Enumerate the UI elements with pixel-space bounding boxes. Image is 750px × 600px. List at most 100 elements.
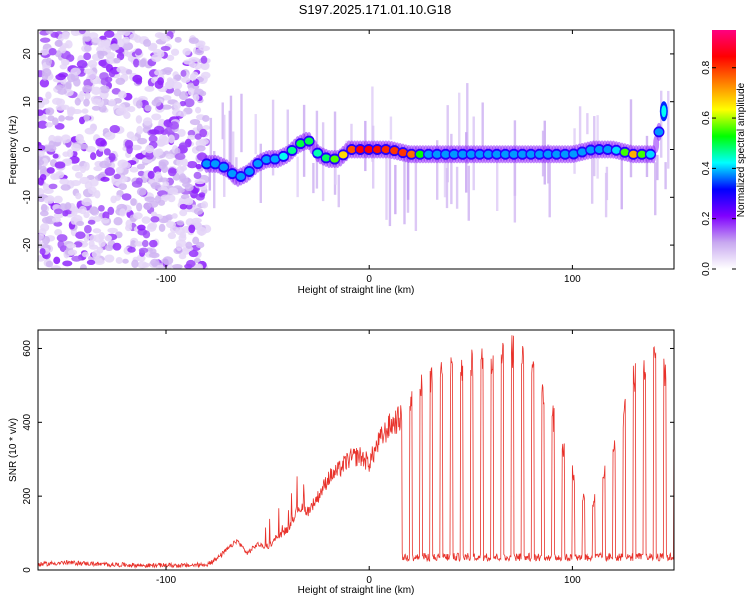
spectrogram-ridge-core [552, 150, 561, 158]
spectrogram-noise-cell [193, 63, 203, 70]
spectrogram-noise-cell [64, 115, 74, 121]
spectrogram-noise-cell [107, 227, 118, 234]
spectrogram-noise-cell [145, 145, 155, 154]
spectrogram-noise-cell [74, 97, 81, 106]
spectrogram-ridge-core [321, 154, 331, 162]
spectrogram-noise-cell [67, 73, 76, 83]
spectrogram-noise-cell [172, 81, 183, 90]
spectrogram-noise-cell [185, 259, 196, 268]
spectrogram-noise-cell [67, 109, 74, 117]
spectrogram-noise-cell [81, 44, 92, 53]
spectrogram-noise-cell [161, 104, 172, 110]
spectrogram-noise-cell [160, 45, 171, 52]
spectrogram-noise-cell [71, 109, 83, 115]
spectrogram-noise-cell [53, 208, 63, 215]
spectrogram-noise-cell [147, 222, 158, 230]
spectrogram-noise-cell [86, 259, 96, 266]
spectrogram-noise-cell [154, 171, 162, 179]
spectrogram-noise-cell [130, 239, 137, 249]
spectrogram-noise-cell [64, 202, 72, 210]
spectrogram-streak [209, 117, 213, 165]
spectrogram-noise-cell [52, 97, 63, 105]
snr-x-tick-label: 100 [564, 575, 581, 586]
spectrogram-ridge-core [467, 150, 476, 158]
spectrogram-noise-cell [48, 183, 58, 190]
spectrogram-streak [385, 143, 388, 220]
spectrogram-y-tick-label: -10 [22, 190, 33, 205]
spectrogram-noise-cell [135, 100, 143, 109]
spectrogram-noise-cell [122, 30, 131, 37]
spectrogram-noise-cell [125, 69, 133, 75]
spectrogram-noise-cell [195, 106, 202, 114]
spectrogram-noise-cell [60, 134, 72, 144]
spectrogram-noise-cell [156, 264, 164, 269]
spectrogram-noise-cell [161, 164, 168, 173]
spectrogram-noise-cell [144, 196, 156, 203]
spectrogram-noise-cell [180, 70, 187, 77]
spectrogram-streak [254, 114, 257, 155]
spectrogram-noise-cell [62, 151, 70, 158]
spectrogram-noise-cell [131, 259, 139, 269]
figure-title: S197.2025.171.01.10.G18 [299, 2, 452, 17]
spectrogram-noise-cell [174, 36, 182, 43]
spectrogram-streak [660, 90, 663, 158]
spectrogram-noise-cell [38, 109, 44, 116]
spectrogram-noise-cell [130, 136, 139, 142]
spectrogram-noise-cell [108, 152, 116, 162]
spectrogram-noise-cell [97, 39, 106, 48]
spectrogram-streak [450, 133, 453, 205]
spectrogram-noise-cell [115, 256, 123, 264]
spectrogram-ridge-core [202, 160, 211, 168]
spectrogram-streak [229, 95, 233, 180]
spectrogram-noise-cell [138, 247, 149, 254]
spectrogram-noise-cell [174, 152, 186, 161]
spectrogram-streak [590, 143, 594, 204]
spectrogram-ridge-core [347, 145, 356, 154]
spectrogram-streak [337, 174, 340, 208]
spectrogram-streak [458, 92, 461, 160]
spectrogram-ridge-core [338, 151, 348, 159]
spectrogram-noise-cell [187, 82, 195, 90]
spectrogram-noise-cell [38, 187, 45, 197]
spectrogram-noise-cell [165, 153, 175, 160]
spectrogram-noise-cell [187, 134, 196, 140]
spectrogram-noise-cell [54, 161, 66, 169]
spectrogram-noise-cell [179, 209, 188, 217]
snr-frame [37, 329, 675, 571]
spectrogram-noise-cell [165, 70, 172, 76]
snr-x-ticks: -100 0 100 [156, 330, 581, 586]
spectrogram-noise-cell [50, 31, 59, 38]
spectrogram-noise-cell [97, 51, 105, 60]
spectrogram-noise-cell [100, 176, 110, 182]
spectrogram-noise-cell [134, 48, 143, 56]
spectrogram-noise-cell [84, 127, 95, 135]
spectrogram-noise-cell [181, 76, 191, 83]
colorbar-label: Normalized spectral amplitude [736, 82, 747, 217]
spectrogram-noise-cell [104, 235, 113, 242]
spectrogram-noise-cell [134, 241, 144, 247]
spectrogram-ridge-core [629, 150, 638, 158]
spectrogram-noise-cell [89, 178, 99, 187]
spectrogram-noise-cell [127, 106, 136, 113]
snr-panel: -100 0 100 0 200 400 600 Height of straight l… [8, 329, 675, 596]
spectrogram-noise-cell [103, 30, 115, 38]
spectrogram-noise-cell [65, 158, 72, 164]
spectrogram-noise-cell [95, 137, 107, 147]
spectrogram-ridge-core [210, 160, 220, 168]
spectrogram-noise-cell [198, 192, 206, 198]
spectrogram-noise-cell [52, 153, 59, 159]
spectrogram-noise-cell [108, 70, 116, 78]
spectrogram-streak [436, 140, 439, 200]
spectrogram-noise-cell [39, 165, 47, 174]
spectrogram-noise-cell [113, 57, 121, 64]
spectrogram-noise-cell [85, 146, 97, 153]
spectrogram-ridge-core [577, 148, 587, 156]
spectrogram-streak [259, 143, 262, 203]
spectrogram-streak [467, 165, 470, 221]
spectrogram-noise-cell [147, 43, 157, 52]
spectrogram-noise-cell [60, 184, 71, 191]
spectrogram-noise-cell [87, 219, 96, 225]
spectrogram-noise-cell [39, 210, 49, 217]
spectrogram-y-label: Frequency (Hz) [8, 116, 19, 185]
